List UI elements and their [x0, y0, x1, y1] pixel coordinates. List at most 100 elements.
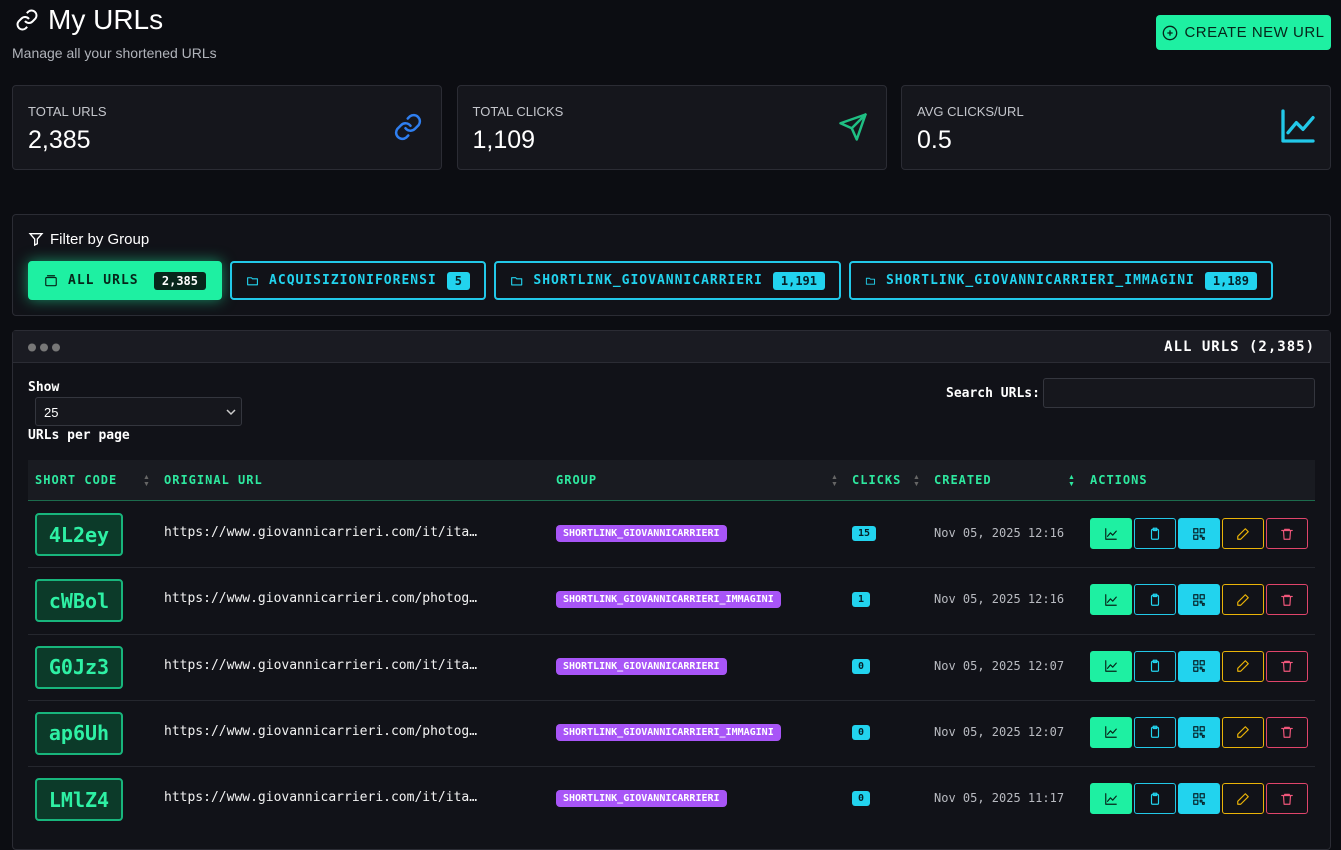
action-icon	[1236, 593, 1250, 607]
clicks-badge: 15	[852, 526, 876, 541]
group-filter[interactable]: ALL URLS2,385	[28, 261, 222, 300]
filter-icon	[28, 231, 44, 247]
page-subtitle: Manage all your shortened URLs	[12, 45, 217, 61]
page-title: My URLs	[48, 4, 163, 36]
original-url: https://www.giovannicarrieri.com/it/ita…	[164, 790, 477, 805]
stat-icon	[838, 112, 868, 142]
stat-card: AVG CLICKS/URL0.5	[901, 85, 1331, 170]
link-icon	[15, 8, 39, 32]
group-count: 1,191	[773, 272, 825, 290]
edit-button[interactable]	[1222, 518, 1264, 549]
page: My URLs Manage all your shortened URLs C…	[0, 0, 1341, 828]
action-icon	[1104, 527, 1118, 541]
action-icon	[1192, 527, 1206, 541]
delete-button[interactable]	[1266, 584, 1308, 615]
action-icon	[1192, 725, 1206, 739]
qr-button[interactable]	[1178, 783, 1220, 814]
panel-bar: ALL URLS (2,385)	[13, 331, 1330, 363]
action-icon	[1148, 527, 1162, 541]
edit-button[interactable]	[1222, 651, 1264, 682]
original-url: https://www.giovannicarrieri.com/photog…	[164, 724, 477, 739]
copy-button[interactable]	[1134, 717, 1176, 748]
action-icon	[1236, 659, 1250, 673]
show-label: Show	[28, 380, 59, 395]
folder-icon	[246, 274, 259, 288]
analytics-button[interactable]	[1090, 783, 1132, 814]
sort-icon: ▲▼	[1068, 474, 1075, 488]
analytics-button[interactable]	[1090, 717, 1132, 748]
folder-icon	[510, 274, 523, 288]
row-divider	[28, 634, 1315, 635]
stat-value: 1,109	[473, 126, 536, 155]
copy-button[interactable]	[1134, 518, 1176, 549]
sort-icon: ▲▼	[831, 474, 838, 488]
action-icon	[1148, 593, 1162, 607]
edit-button[interactable]	[1222, 584, 1264, 615]
action-icon	[1192, 593, 1206, 607]
qr-button[interactable]	[1178, 584, 1220, 615]
row-divider	[28, 766, 1315, 767]
created-date: Nov 05, 2025 12:07	[934, 659, 1064, 673]
action-icon	[1104, 659, 1118, 673]
action-icon	[1280, 725, 1294, 739]
short-code: cWBol	[35, 579, 123, 622]
clicks-badge: 1	[852, 592, 870, 607]
column-header: SHORT CODE	[35, 473, 117, 487]
qr-button[interactable]	[1178, 651, 1220, 682]
window-dots	[28, 343, 64, 352]
group-name: ALL URLS	[68, 273, 139, 288]
delete-button[interactable]	[1266, 651, 1308, 682]
short-code: ap6Uh	[35, 712, 123, 755]
copy-button[interactable]	[1134, 584, 1176, 615]
qr-button[interactable]	[1178, 518, 1220, 549]
stat-value: 0.5	[917, 126, 952, 155]
group-name: SHORTLINK_GIOVANNICARRIERI	[533, 273, 763, 288]
sort-icon: ▲▼	[143, 474, 150, 488]
clicks-badge: 0	[852, 791, 870, 806]
delete-button[interactable]	[1266, 518, 1308, 549]
original-url: https://www.giovannicarrieri.com/it/ita…	[164, 525, 477, 540]
group-filter[interactable]: ACQUISIZIONIFORENSI 5	[230, 261, 486, 300]
analytics-button[interactable]	[1090, 651, 1132, 682]
stat-label: TOTAL URLS	[28, 104, 107, 119]
delete-button[interactable]	[1266, 783, 1308, 814]
original-url: https://www.giovannicarrieri.com/it/ita…	[164, 658, 477, 673]
group-badge: SHORTLINK_GIOVANNICARRIERI	[556, 525, 727, 542]
page-size-value: 25	[44, 405, 58, 420]
page-size-select[interactable]: 25	[35, 397, 242, 426]
plus-icon	[1162, 25, 1178, 41]
action-icon	[1192, 792, 1206, 806]
action-icon	[1236, 792, 1250, 806]
stat-value: 2,385	[28, 126, 91, 155]
short-code: G0Jz3	[35, 646, 123, 689]
group-count: 1,189	[1205, 272, 1257, 290]
qr-button[interactable]	[1178, 717, 1220, 748]
copy-button[interactable]	[1134, 651, 1176, 682]
search-label: Search URLs:	[946, 386, 1040, 401]
action-icon	[1280, 792, 1294, 806]
folder-icon	[865, 274, 876, 288]
group-count: 5	[447, 272, 470, 290]
stat-icon	[393, 112, 423, 142]
analytics-button[interactable]	[1090, 518, 1132, 549]
search-input[interactable]	[1043, 378, 1315, 408]
per-page-label: URLs per page	[28, 428, 130, 443]
copy-button[interactable]	[1134, 783, 1176, 814]
edit-button[interactable]	[1222, 717, 1264, 748]
action-icon	[1148, 792, 1162, 806]
create-button[interactable]: CREATE NEW URL	[1156, 15, 1331, 50]
stat-icon	[1278, 106, 1318, 146]
column-header: ORIGINAL URL	[164, 473, 263, 487]
sort-icon: ▲▼	[913, 474, 920, 488]
delete-button[interactable]	[1266, 717, 1308, 748]
analytics-button[interactable]	[1090, 584, 1132, 615]
stat-card: TOTAL URLS 2,385	[12, 85, 442, 170]
group-filter[interactable]: SHORTLINK_GIOVANNICARRIERI 1,191	[494, 261, 841, 300]
edit-button[interactable]	[1222, 783, 1264, 814]
clicks-badge: 0	[852, 725, 870, 740]
app: My URLs Manage all your shortened URLs C…	[0, 0, 1341, 828]
action-icon	[1104, 792, 1118, 806]
group-name: ACQUISIZIONIFORENSI	[269, 273, 437, 288]
group-badge: SHORTLINK_GIOVANNICARRIERI_IMMAGINI	[556, 591, 781, 608]
group-filter[interactable]: SHORTLINK_GIOVANNICARRIERI_IMMAGINI1,189	[849, 261, 1273, 300]
